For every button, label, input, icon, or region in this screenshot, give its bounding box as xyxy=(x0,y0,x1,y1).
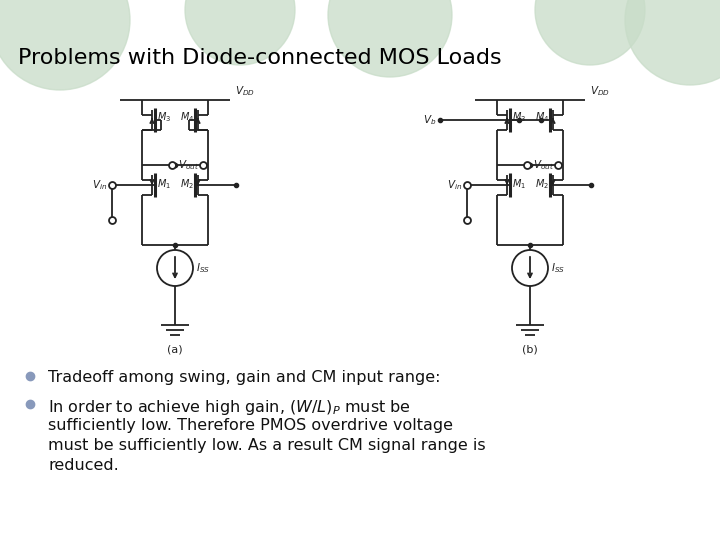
Text: reduced.: reduced. xyxy=(48,458,119,473)
Text: $M_3$: $M_3$ xyxy=(512,110,526,124)
Text: $V_{in}$: $V_{in}$ xyxy=(91,178,107,192)
Text: $M_3$: $M_3$ xyxy=(157,110,171,124)
Text: $I_{SS}$: $I_{SS}$ xyxy=(196,261,210,275)
Text: $V_{out}$: $V_{out}$ xyxy=(178,158,199,172)
Circle shape xyxy=(535,0,645,65)
Circle shape xyxy=(185,0,295,65)
Text: sufficiently low. Therefore PMOS overdrive voltage: sufficiently low. Therefore PMOS overdri… xyxy=(48,418,453,433)
Text: (b): (b) xyxy=(522,345,538,355)
Text: $V_{out}$: $V_{out}$ xyxy=(533,158,554,172)
Text: $I_{SS}$: $I_{SS}$ xyxy=(551,261,565,275)
Text: $V_{in}$: $V_{in}$ xyxy=(447,178,462,192)
Text: $M_4$: $M_4$ xyxy=(180,110,194,124)
Text: $M_2$: $M_2$ xyxy=(180,177,194,191)
Text: $V_{DD}$: $V_{DD}$ xyxy=(590,84,610,98)
Text: $M_4$: $M_4$ xyxy=(535,110,549,124)
Circle shape xyxy=(328,0,452,77)
Text: Tradeoff among swing, gain and CM input range:: Tradeoff among swing, gain and CM input … xyxy=(48,370,441,385)
Text: $V_b$: $V_b$ xyxy=(423,113,436,127)
Text: $M_1$: $M_1$ xyxy=(512,177,526,191)
Text: Problems with Diode-connected MOS Loads: Problems with Diode-connected MOS Loads xyxy=(18,48,502,68)
Text: $M_2$: $M_2$ xyxy=(535,177,549,191)
Text: $V_{DD}$: $V_{DD}$ xyxy=(235,84,255,98)
Text: $M_1$: $M_1$ xyxy=(157,177,171,191)
Text: must be sufficiently low. As a result CM signal range is: must be sufficiently low. As a result CM… xyxy=(48,438,485,453)
Circle shape xyxy=(0,0,130,90)
Circle shape xyxy=(625,0,720,85)
Text: In order to achieve high gain, $(W/L)_P$ must be: In order to achieve high gain, $(W/L)_P$… xyxy=(48,398,411,417)
Text: (a): (a) xyxy=(167,345,183,355)
